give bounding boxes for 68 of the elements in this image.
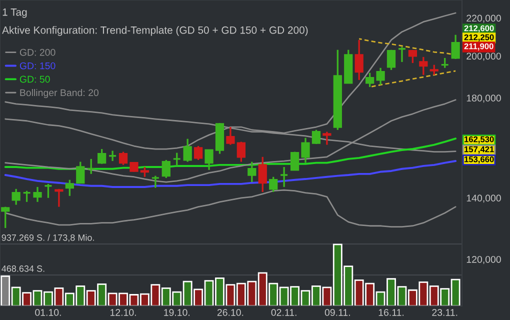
candlestick	[226, 126, 235, 146]
candlestick	[236, 140, 246, 163]
x-tick-label: 12.10.	[110, 309, 136, 316]
text: 162,530	[464, 136, 494, 144]
x-tick-label: 23.11.	[432, 309, 458, 316]
candlestick	[248, 160, 256, 183]
x-tick-label: 02.11.	[271, 309, 296, 316]
candlestick	[151, 174, 160, 189]
ref-line-label: 468.634 S.	[2, 265, 44, 272]
candlestick	[118, 150, 128, 166]
candlestick	[258, 156, 267, 193]
candlestick	[354, 39, 364, 81]
candlestick	[108, 150, 117, 162]
text: 211,900	[464, 43, 494, 50]
candlestick	[162, 159, 170, 179]
candlestick	[376, 67, 385, 86]
text: 157,421	[464, 146, 494, 154]
y-tick-label: 120,000	[466, 256, 501, 264]
x-tick-label: 01.10.	[35, 309, 61, 316]
candlestick	[86, 158, 96, 175]
candlestick	[451, 34, 460, 60]
candlestick	[269, 176, 278, 193]
candlestick	[365, 72, 374, 88]
candlestick	[140, 166, 150, 178]
candlestick	[76, 160, 85, 184]
candlestick	[322, 130, 332, 146]
line-series	[369, 70, 456, 88]
legend-label: GD: 200	[20, 48, 56, 56]
candlestick	[398, 46, 406, 63]
candlestick	[386, 49, 396, 71]
y-tick-label: 180,000	[466, 94, 501, 103]
y-tick-label: 220,000	[466, 14, 501, 23]
candlestick	[430, 64, 438, 76]
candlestick	[301, 137, 310, 164]
candlestick	[290, 150, 300, 171]
candlestick	[1, 206, 10, 229]
candlestick	[312, 129, 321, 145]
candlestick	[65, 179, 74, 197]
y-tick-label: 200,000	[466, 52, 501, 61]
text: 153,660	[464, 156, 494, 164]
candlestick	[408, 49, 418, 64]
x-tick-label: 26.10.	[217, 309, 244, 316]
candlestick	[183, 138, 192, 163]
candlestick	[33, 186, 42, 203]
ref-line-label: 937.269 S. / 173,8 Mio.	[2, 234, 94, 242]
candlestick	[98, 148, 106, 165]
candlestick	[172, 152, 182, 167]
candlestick	[54, 188, 64, 208]
candlestick	[194, 145, 203, 161]
text: 212,600	[464, 25, 494, 32]
text: 1 Tag	[2, 8, 27, 18]
legend-label: GD: 150	[20, 62, 56, 70]
legend-label: GD: 50	[20, 76, 50, 83]
x-tick-label: 16.11.	[378, 309, 404, 316]
legend-label: Bollinger Band: 20	[20, 88, 99, 98]
x-tick-label: 09.11.	[324, 309, 350, 316]
candlestick	[44, 183, 53, 199]
x-tick-label: 19.10.	[164, 309, 190, 316]
text: Aktive Konfiguration: Trend-Template (GD 50 + GD 150 + GD 200)	[2, 26, 308, 36]
candlestick	[419, 56, 428, 76]
candlestick	[22, 190, 32, 203]
candlestick	[12, 188, 20, 206]
line-series	[4, 99, 456, 183]
candlestick	[440, 57, 450, 69]
y-tick-label: 140,000	[466, 194, 501, 203]
text: 212,250	[464, 34, 494, 42]
candlestick	[204, 149, 214, 171]
candlestick	[280, 166, 288, 188]
